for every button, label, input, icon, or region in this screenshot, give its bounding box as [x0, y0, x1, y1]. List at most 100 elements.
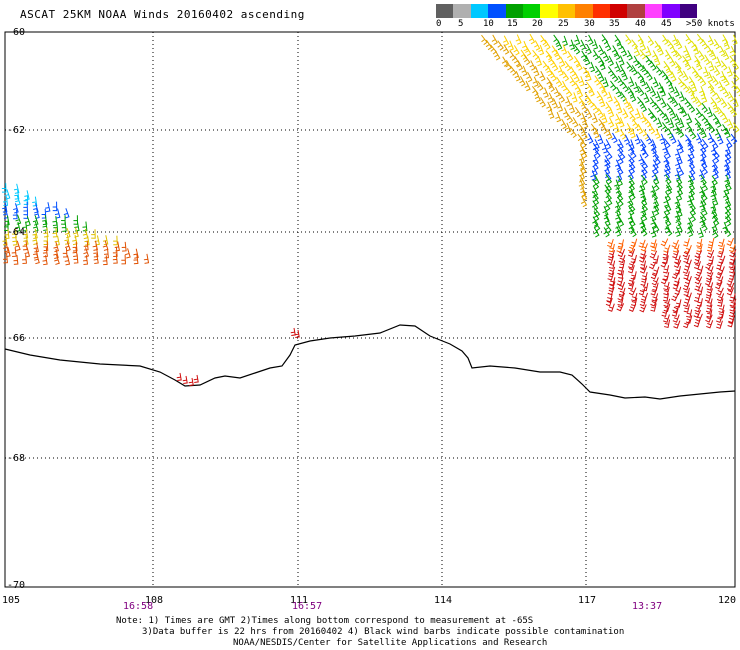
wind-barb [581, 148, 588, 159]
wind-barb [660, 97, 667, 108]
wind-barb [645, 46, 652, 57]
wind-barb [613, 96, 620, 107]
wind-barb [671, 271, 680, 280]
legend-swatch [662, 4, 681, 18]
wind-barb [619, 65, 626, 76]
wind-barb [540, 35, 547, 46]
wind-barb [663, 293, 669, 302]
wind-barb [719, 45, 726, 57]
wind-barb [605, 40, 612, 52]
wind-barb [617, 297, 624, 306]
wind-barb [93, 253, 99, 265]
wind-barb [693, 44, 700, 55]
wind-barb [580, 196, 588, 208]
wind-barb [683, 271, 690, 280]
wind-barb [32, 228, 38, 240]
wind-barb [534, 40, 541, 51]
wind-barb [710, 96, 717, 108]
wind-barb [63, 208, 70, 219]
wind-barb [601, 123, 608, 134]
wind-barb [562, 71, 570, 82]
wind-barb [706, 320, 714, 329]
wind-barb [650, 111, 658, 122]
wind-barb [727, 118, 734, 130]
wind-barb [608, 243, 615, 253]
wind-barb [22, 240, 28, 251]
wind-barb [688, 76, 695, 87]
wind-barb [617, 75, 624, 87]
wind-barb [617, 281, 626, 291]
wind-barb [706, 298, 713, 308]
wind-barb [727, 318, 735, 328]
wind-barb [715, 270, 724, 279]
wind-barb [573, 55, 581, 67]
wind-barb [567, 50, 574, 62]
wind-barb [618, 287, 626, 297]
wind-barb [694, 55, 701, 66]
wind-barb [607, 66, 615, 77]
wind-barb [617, 248, 625, 258]
wind-barb [666, 103, 674, 114]
wind-barb [637, 123, 644, 135]
wind-barb [640, 191, 647, 202]
wind-barb [602, 77, 609, 88]
wind-barb [121, 254, 126, 265]
wind-barb [630, 226, 637, 238]
wind-barb [678, 91, 685, 102]
wind-barb [671, 45, 678, 57]
wind-barb [638, 239, 646, 248]
wind-barb [598, 118, 606, 129]
wind-barb [605, 139, 612, 150]
wind-barb [514, 70, 521, 82]
wind-barb [706, 282, 714, 291]
wind-barb [664, 49, 672, 60]
wind-barb [660, 86, 666, 97]
wind-barb [542, 87, 549, 98]
legend-label: 20 [532, 19, 543, 29]
wind-barb [558, 92, 566, 103]
wind-barb [628, 281, 635, 290]
wind-barb [663, 286, 670, 296]
wind-barb [597, 134, 604, 145]
legend-swatch [540, 4, 559, 18]
wind-barb [533, 66, 540, 77]
note-line: NOAA/NESDIS/Center for Satellite Applica… [233, 638, 548, 648]
wind-barb [656, 117, 663, 128]
wind-barb [525, 45, 532, 57]
wind-barb [665, 174, 672, 185]
wind-barb [703, 54, 711, 65]
wind-barb [599, 96, 606, 108]
wind-barb [673, 259, 682, 269]
wind-barb [640, 277, 648, 287]
wind-barb [594, 75, 601, 86]
legend-swatch [488, 4, 507, 18]
wind-barb [706, 272, 714, 281]
wind-barb [693, 318, 701, 328]
wind-barb [555, 76, 563, 87]
wind-barb [728, 314, 736, 324]
wind-barb [665, 184, 673, 195]
wind-barb [732, 122, 740, 133]
wind-barb [665, 76, 673, 87]
wind-barb [725, 144, 731, 155]
wind-barb [637, 85, 645, 97]
wind-barb [143, 253, 150, 264]
wind-barb [686, 309, 693, 318]
wind-barb [513, 45, 520, 56]
wind-barb [603, 227, 610, 238]
wind-barb [705, 277, 713, 286]
wind-barb [696, 60, 703, 71]
wind-barb [615, 226, 622, 237]
wind-barb [13, 255, 19, 265]
wind-barb [542, 60, 550, 71]
wind-barb [710, 144, 717, 156]
wind-barb [490, 44, 497, 55]
wind-barb [538, 44, 545, 56]
wind-barb [641, 292, 649, 302]
wind-barb [606, 91, 613, 103]
wind-barb [648, 261, 657, 270]
wind-barb [633, 82, 640, 93]
wind-barb [582, 118, 589, 129]
wind-barb [601, 86, 608, 97]
wind-barb [102, 255, 108, 266]
